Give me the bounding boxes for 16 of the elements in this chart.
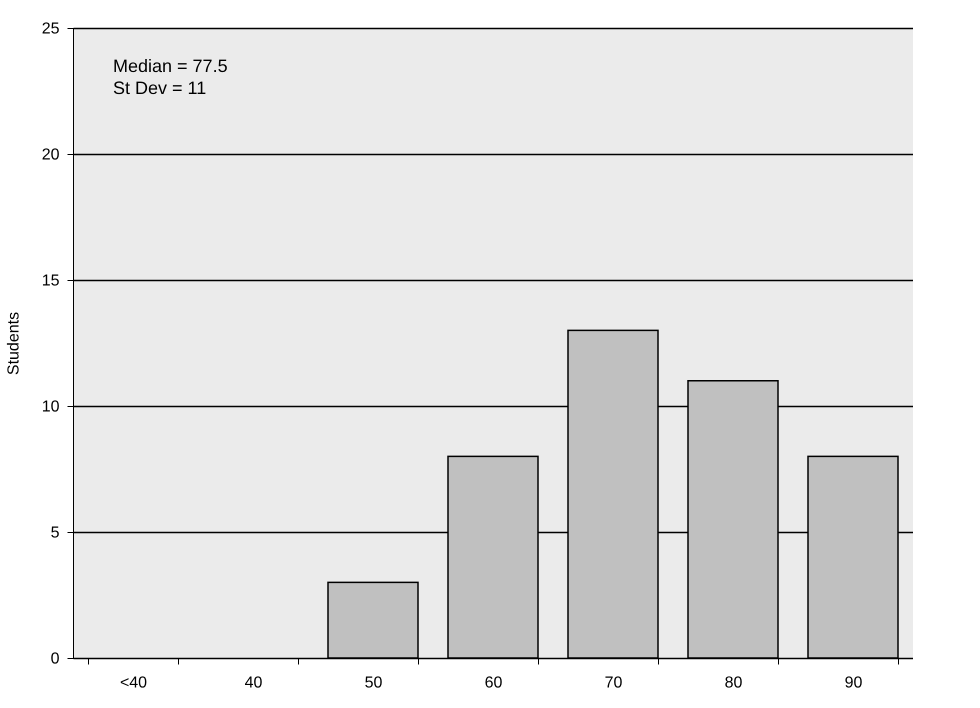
x-tick-label: <40	[120, 674, 148, 692]
y-tick-label: 25	[42, 20, 60, 38]
x-tick-label: 70	[604, 674, 622, 692]
y-tick-label: 5	[50, 524, 60, 542]
x-tick-label: 60	[484, 674, 502, 692]
y-tick-label: 10	[42, 398, 60, 416]
annotation: St Dev = 11	[113, 78, 206, 98]
x-tick-label: 50	[364, 674, 382, 692]
annotation: Median = 77.5	[113, 56, 228, 76]
y-tick-label: 15	[42, 272, 60, 290]
x-tick-label: 90	[844, 674, 862, 692]
x-tick-label: 80	[724, 674, 742, 692]
y-tick-label: 20	[42, 146, 60, 164]
y-tick-label: 0	[50, 650, 60, 668]
x-tick-label: 40	[244, 674, 262, 692]
y-axis-title: Students	[6, 312, 23, 376]
